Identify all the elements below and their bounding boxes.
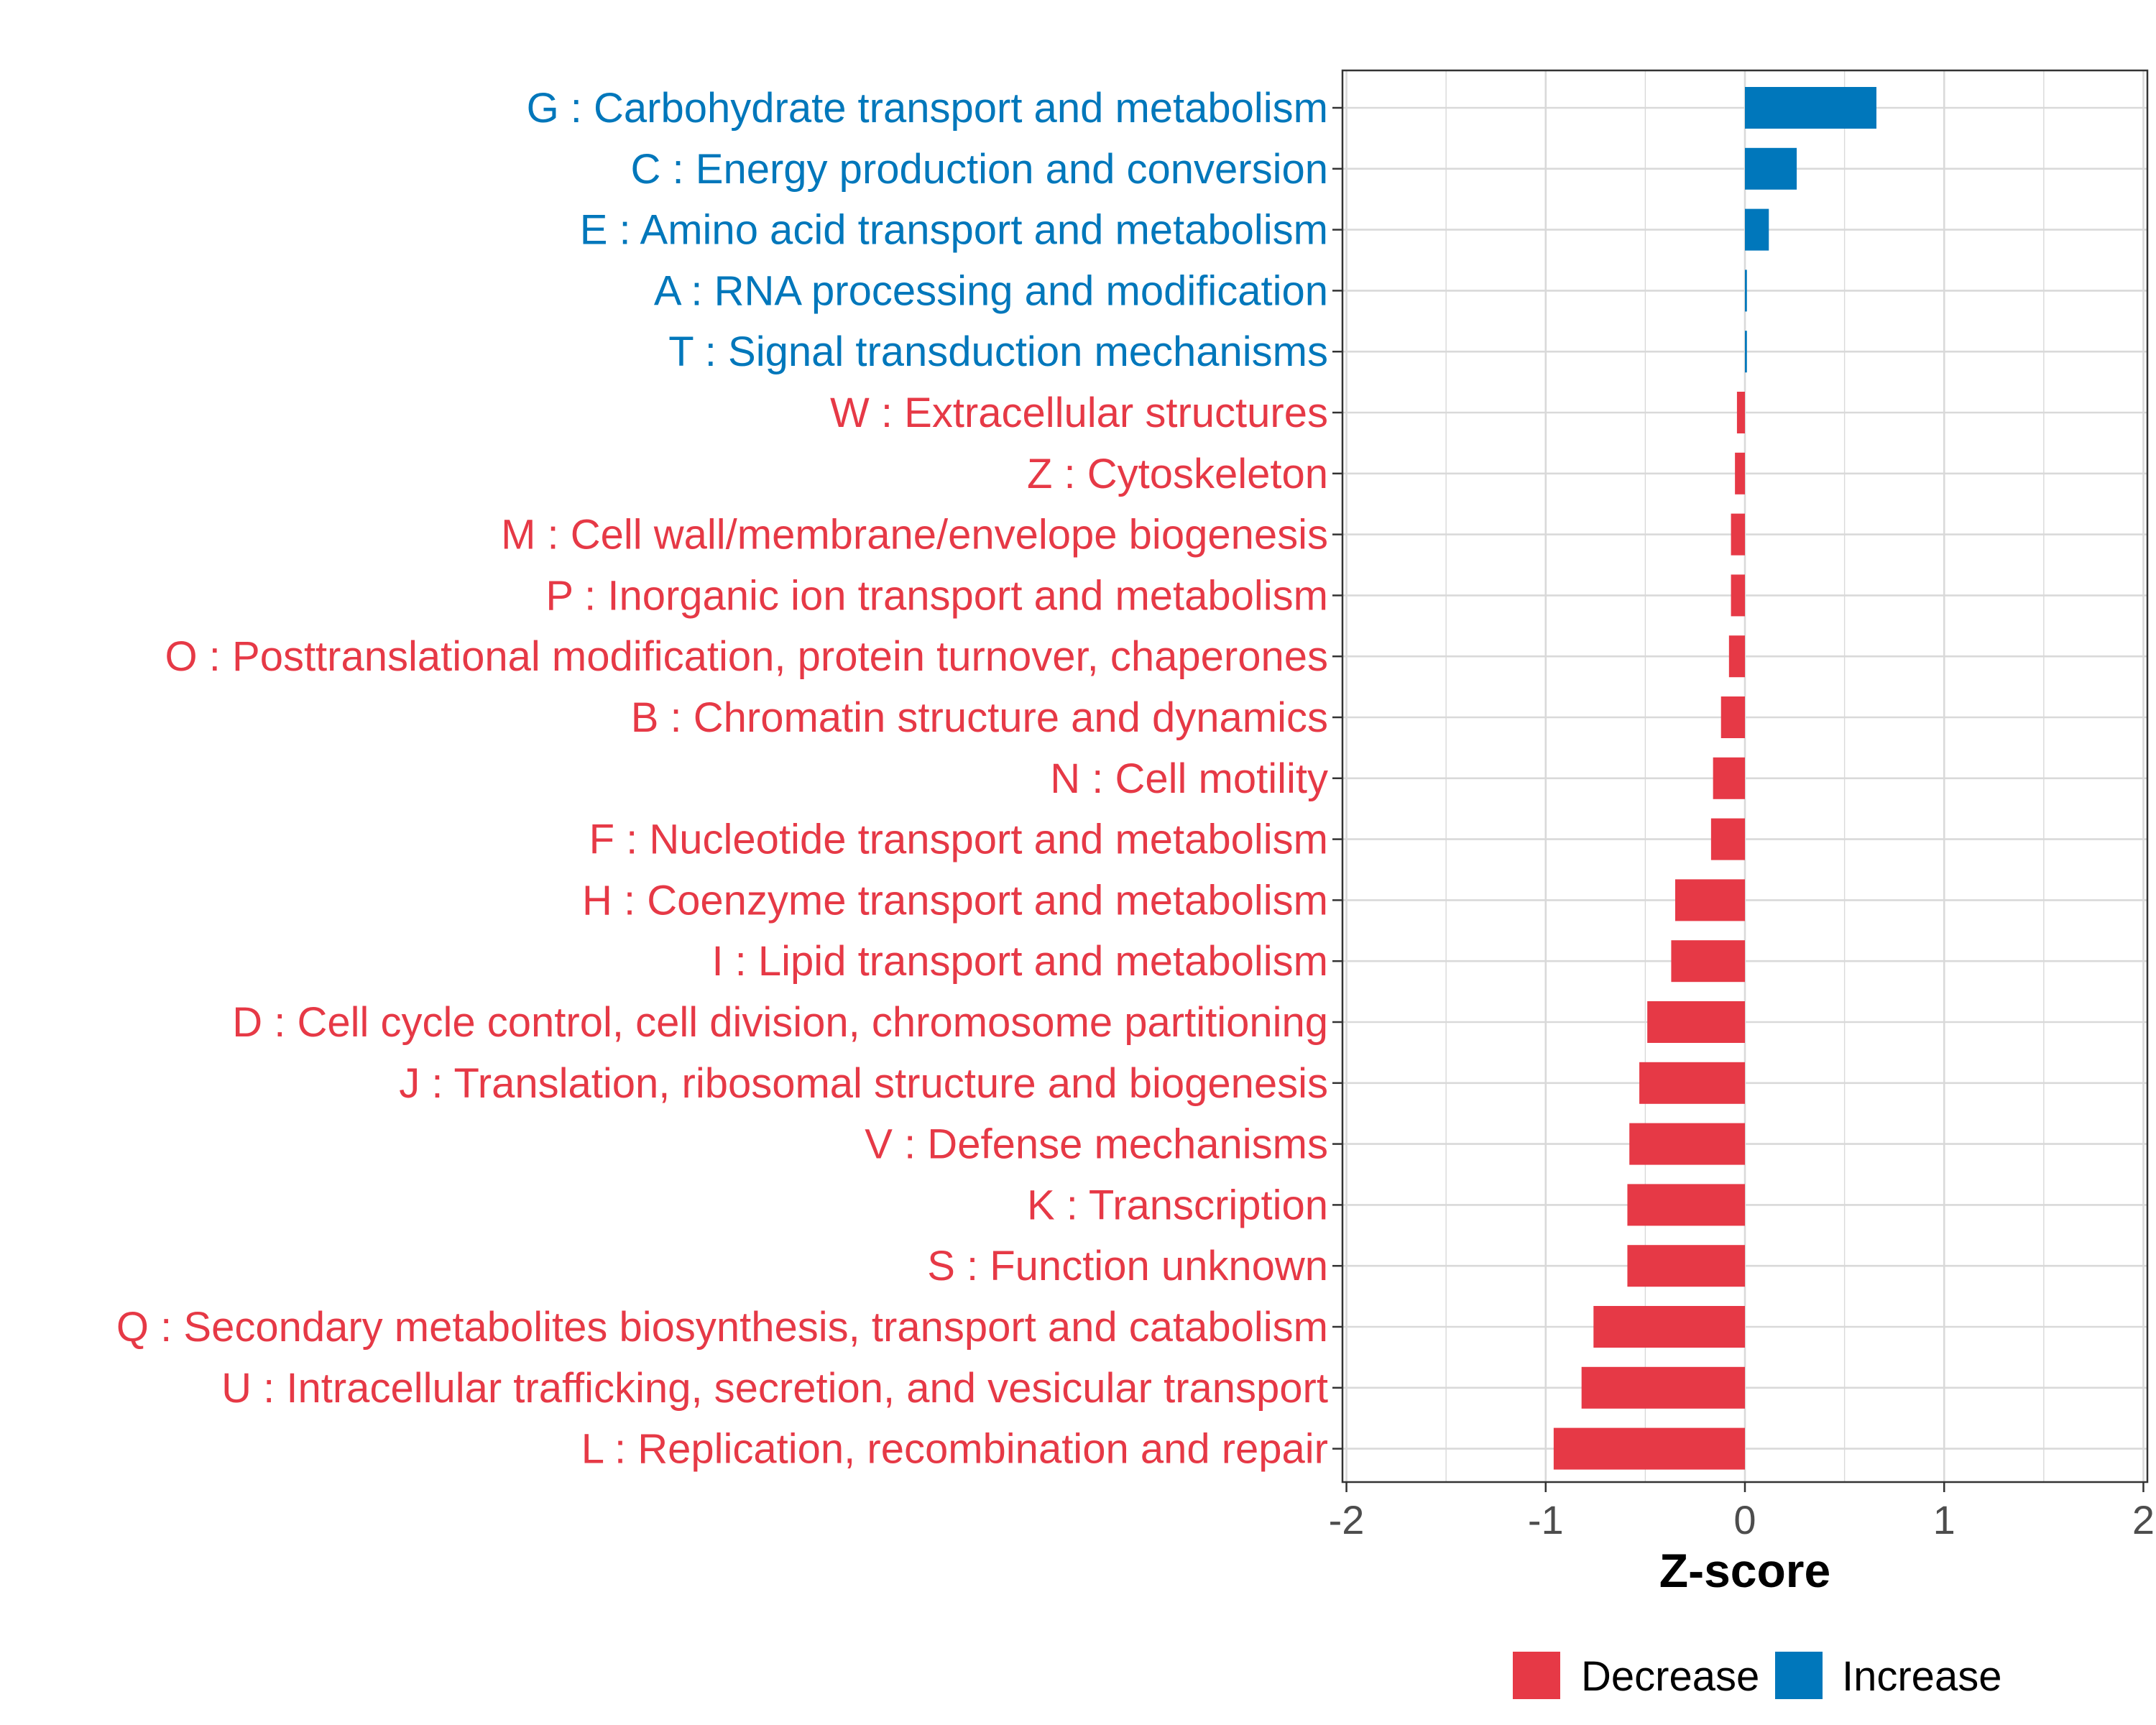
bar — [1745, 87, 1876, 129]
category-label: M : Cell wall/membrane/envelope biogenes… — [501, 512, 1328, 558]
bar — [1731, 574, 1745, 617]
bar — [1713, 757, 1745, 799]
bar — [1553, 1427, 1745, 1470]
bar — [1627, 1245, 1745, 1287]
category-label: G : Carbohydrate transport and metabolis… — [527, 85, 1328, 132]
bar — [1671, 940, 1745, 983]
bar — [1720, 696, 1745, 738]
x-tick-label: 1 — [1933, 1497, 1955, 1542]
category-label: Q : Secondary metabolites biosynthesis, … — [116, 1304, 1328, 1351]
category-label: H : Coenzyme transport and metabolism — [582, 877, 1328, 924]
category-label: F : Nucleotide transport and metabolism — [589, 816, 1328, 863]
category-label: W : Extracellular structures — [830, 390, 1328, 436]
legend: Decrease Increase — [1513, 1652, 2001, 1700]
category-label: K : Transcription — [1027, 1182, 1328, 1228]
x-tick-label: 0 — [1733, 1497, 1756, 1542]
x-tick-label: 2 — [2132, 1497, 2155, 1542]
legend-swatch — [1513, 1652, 1560, 1699]
category-label: D : Cell cycle control, cell division, c… — [232, 999, 1328, 1046]
category-label: A : RNA processing and modification — [654, 267, 1328, 314]
bar — [1647, 1001, 1745, 1043]
bar — [1593, 1306, 1745, 1348]
category-label: B : Chromatin structure and dynamics — [631, 694, 1328, 741]
bar — [1735, 452, 1745, 494]
bar — [1710, 818, 1745, 860]
category-label: V : Defense mechanisms — [865, 1121, 1328, 1168]
bar — [1745, 147, 1797, 190]
category-label: O : Posttranslational modification, prot… — [165, 633, 1328, 680]
x-tick-label: -1 — [1528, 1497, 1564, 1542]
bar — [1736, 392, 1745, 433]
bar — [1674, 879, 1745, 921]
x-axis-title: Z-score — [1659, 1544, 1830, 1597]
category-label: J : Translation, ribosomal structure and… — [399, 1060, 1328, 1107]
category-label: U : Intracellular trafficking, secretion… — [221, 1365, 1328, 1412]
category-label: I : Lipid transport and metabolism — [711, 938, 1328, 985]
category-label: T : Signal transduction mechanisms — [668, 328, 1328, 375]
bar — [1581, 1366, 1745, 1409]
legend-label: Increase — [1842, 1653, 2001, 1700]
legend-swatch — [1775, 1652, 1823, 1699]
category-label: C : Energy production and conversion — [631, 146, 1328, 193]
category-label: L : Replication, recombination and repai… — [581, 1426, 1328, 1473]
category-label: N : Cell motility — [1050, 755, 1328, 802]
bar — [1629, 1123, 1745, 1165]
x-axis: -2 -1 0 1 2 — [1329, 1482, 2155, 1542]
bar — [1745, 331, 1747, 373]
category-label: E : Amino acid transport and metabolism — [580, 207, 1328, 254]
category-label: Z : Cytoskeleton — [1027, 451, 1328, 497]
category-label: S : Function unknown — [927, 1243, 1328, 1289]
y-axis: G : Carbohydrate transport and metabolis… — [116, 85, 1342, 1473]
x-tick-label: -2 — [1329, 1497, 1365, 1542]
legend-label: Decrease — [1581, 1653, 1759, 1700]
bar — [1745, 270, 1747, 312]
bar-layer — [1553, 87, 1876, 1470]
bar — [1627, 1184, 1745, 1226]
bar — [1728, 635, 1745, 678]
bar — [1745, 208, 1769, 251]
bar — [1639, 1062, 1745, 1104]
bar — [1731, 513, 1745, 556]
category-label: P : Inorganic ion transport and metaboli… — [545, 572, 1328, 619]
